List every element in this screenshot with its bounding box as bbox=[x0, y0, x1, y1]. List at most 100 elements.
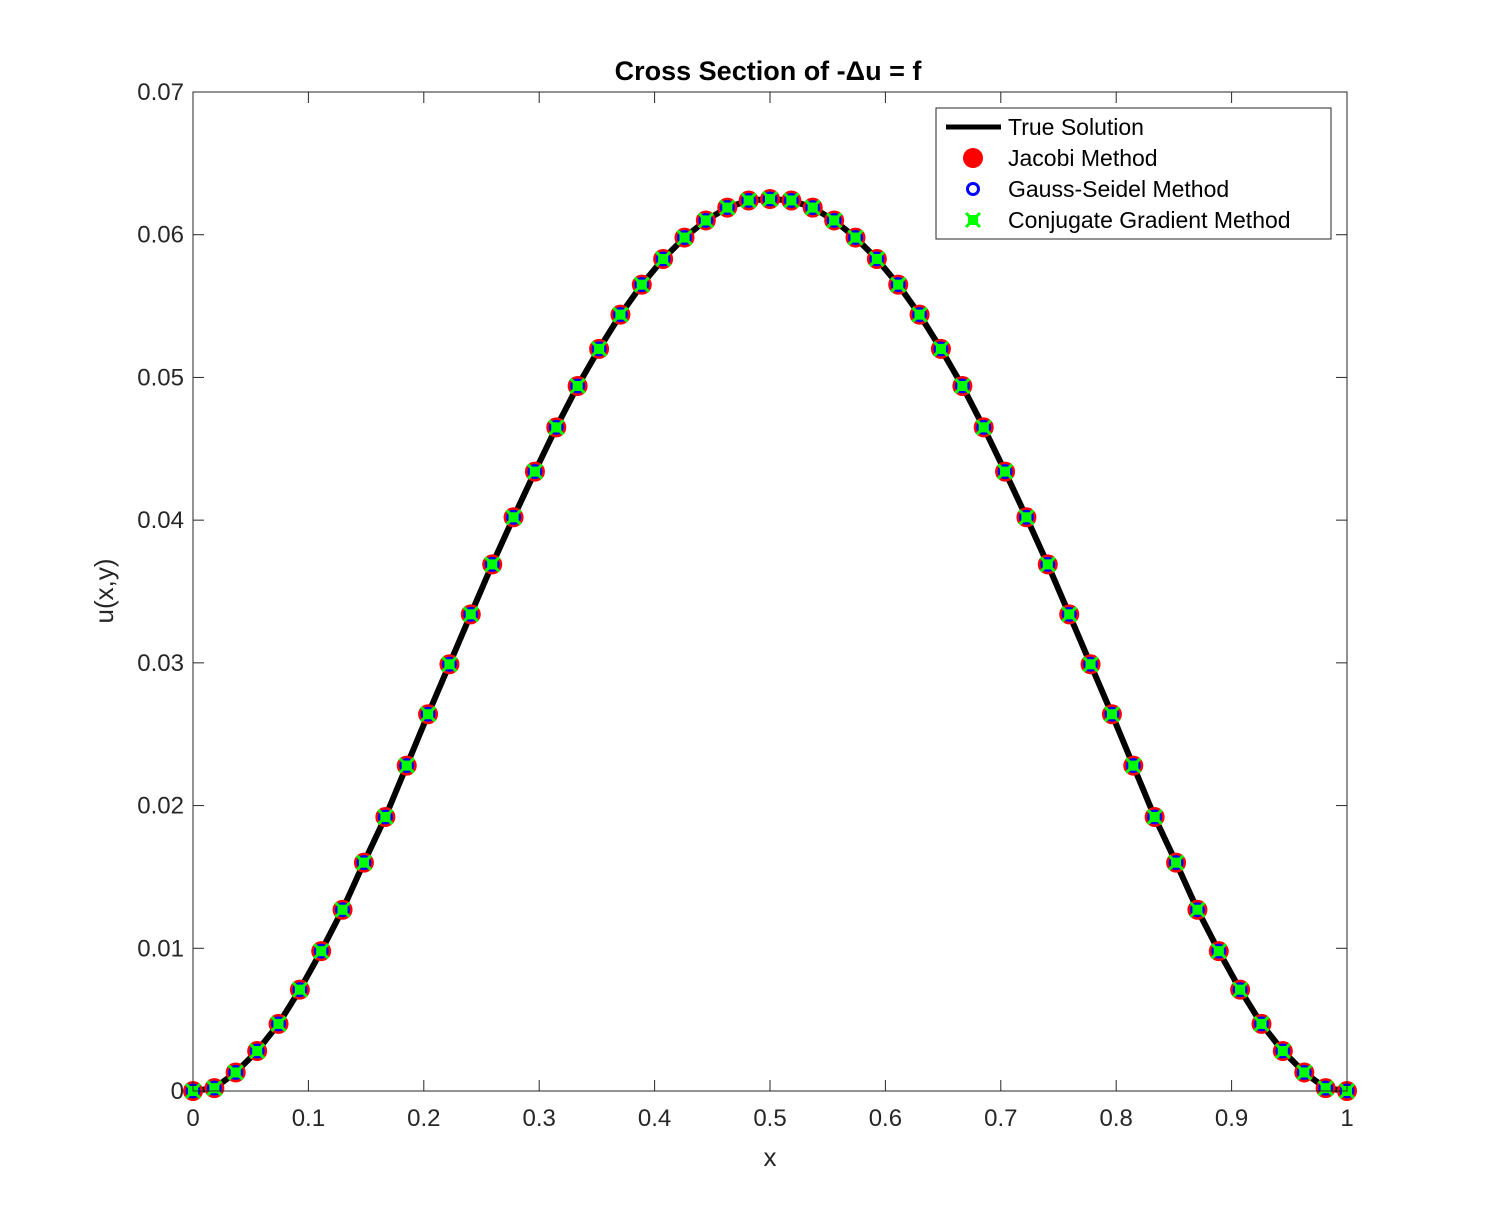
legend-label-conjugate-gradient: Conjugate Gradient Method bbox=[1008, 207, 1291, 233]
conjugate-gradient-point bbox=[1018, 509, 1035, 526]
gauss-seidel-point bbox=[762, 191, 778, 207]
x-tick-label: 0.5 bbox=[753, 1105, 786, 1132]
gauss-seidel-point bbox=[506, 509, 522, 525]
x-tick-label: 0.4 bbox=[638, 1105, 671, 1132]
gauss-seidel-point bbox=[377, 809, 393, 825]
x-tick-label: 0.7 bbox=[984, 1105, 1017, 1132]
gauss-seidel-point bbox=[1040, 556, 1056, 572]
x-tick-label: 0.2 bbox=[407, 1105, 440, 1132]
conjugate-gradient-point bbox=[355, 854, 372, 871]
gauss-seidel-point bbox=[484, 556, 500, 572]
legend-star-swatch bbox=[964, 211, 982, 229]
conjugate-gradient-point bbox=[783, 192, 800, 209]
conjugate-gradient-point bbox=[526, 463, 543, 480]
y-axis-label: u(x,y) bbox=[89, 559, 119, 624]
gauss-seidel-point bbox=[1061, 606, 1077, 622]
gauss-seidel-point bbox=[463, 606, 479, 622]
conjugate-gradient-point bbox=[847, 229, 864, 246]
conjugate-gradient-point bbox=[697, 212, 714, 229]
gauss-seidel-point bbox=[933, 341, 949, 357]
conjugate-gradient-point bbox=[505, 509, 522, 526]
plot-area bbox=[193, 92, 1347, 1091]
chart-title: Cross Section of -Δu = f bbox=[615, 56, 923, 86]
conjugate-gradient-point bbox=[954, 377, 971, 395]
gauss-seidel-point bbox=[997, 464, 1013, 480]
gauss-seidel-point bbox=[570, 378, 586, 394]
gauss-seidel-point bbox=[954, 378, 970, 394]
gauss-seidel-point bbox=[356, 855, 372, 871]
gauss-seidel-point bbox=[1318, 1080, 1334, 1096]
conjugate-gradient-point bbox=[398, 757, 415, 774]
gauss-seidel-point bbox=[527, 464, 543, 480]
gauss-seidel-point bbox=[719, 200, 735, 216]
y-tick-label: 0 bbox=[171, 1078, 184, 1105]
conjugate-gradient-point bbox=[890, 276, 907, 293]
gauss-seidel-point bbox=[612, 307, 628, 323]
gauss-seidel-point bbox=[292, 982, 308, 998]
gauss-seidel-point bbox=[869, 251, 885, 267]
conjugate-gradient-point bbox=[1232, 981, 1249, 998]
y-tick-label: 0.06 bbox=[137, 222, 184, 249]
conjugate-gradient-point bbox=[1061, 606, 1078, 623]
gauss-seidel-point bbox=[783, 192, 799, 208]
y-tick-label: 0.04 bbox=[137, 507, 184, 534]
gauss-seidel-point bbox=[1018, 509, 1034, 525]
conjugate-gradient-point bbox=[761, 190, 779, 208]
legend-label-jacobi: Jacobi Method bbox=[1008, 145, 1158, 171]
legend-box bbox=[935, 107, 1332, 240]
x-tick-label: 0.8 bbox=[1100, 1105, 1133, 1132]
gauss-seidel-point bbox=[1104, 706, 1120, 722]
gauss-seidel-point bbox=[399, 758, 415, 774]
gauss-seidel-point bbox=[634, 277, 650, 293]
conjugate-gradient-point bbox=[441, 656, 458, 673]
y-tick-labels: 0 0.01 0.02 0.03 0.04 0.05 0.06 0.07 bbox=[137, 79, 184, 1105]
conjugate-gradient-point bbox=[377, 808, 394, 826]
y-tick-label: 0.05 bbox=[137, 364, 184, 391]
conjugate-gradient-point bbox=[548, 419, 565, 436]
conjugate-gradient-point bbox=[462, 606, 479, 623]
gauss-seidel-point bbox=[741, 192, 757, 208]
conjugate-gradient-point bbox=[313, 943, 330, 960]
conjugate-gradient-point bbox=[270, 1015, 287, 1032]
legend-ring-swatch bbox=[966, 182, 980, 196]
conjugate-gradient-point bbox=[1317, 1080, 1334, 1097]
conjugate-gradient-point bbox=[334, 901, 351, 918]
legend: True Solution Jacobi Method Gauss-Seidel… bbox=[935, 107, 1332, 240]
conjugate-gradient-point bbox=[1125, 757, 1142, 774]
conjugate-gradient-point bbox=[1210, 943, 1227, 960]
legend-entry-true-solution: True Solution bbox=[946, 114, 1144, 140]
conjugate-gradient-point bbox=[676, 229, 693, 246]
gauss-seidel-point bbox=[1232, 982, 1248, 998]
gauss-seidel-point bbox=[1147, 809, 1163, 825]
conjugate-gradient-point bbox=[1168, 854, 1185, 871]
gauss-seidel-point bbox=[441, 656, 457, 672]
gauss-seidel-point bbox=[1211, 943, 1227, 959]
x-tick-label: 0.3 bbox=[523, 1105, 556, 1132]
gauss-seidel-point bbox=[228, 1064, 244, 1080]
conjugate-gradient-point bbox=[612, 306, 629, 323]
gauss-seidel-point bbox=[676, 230, 692, 246]
plot-frame bbox=[192, 91, 1348, 1092]
x-tick-label: 0.1 bbox=[292, 1105, 325, 1132]
legend-entry-conjugate-gradient: Conjugate Gradient Method bbox=[964, 207, 1291, 233]
gauss-seidel-point bbox=[976, 419, 992, 435]
conjugate-gradient-point bbox=[633, 276, 650, 293]
gauss-seidel-point bbox=[548, 419, 564, 435]
gauss-seidel-point bbox=[826, 212, 842, 228]
conjugate-gradient-point bbox=[655, 250, 672, 268]
gauss-seidel-point bbox=[1275, 1043, 1291, 1059]
conjugate-gradient-point bbox=[484, 556, 501, 573]
gauss-seidel-point bbox=[249, 1043, 265, 1059]
gauss-seidel-point bbox=[655, 251, 671, 267]
x-tick-labels: 0 0.1 0.2 0.3 0.4 0.5 0.6 0.7 0.8 0.9 1 bbox=[186, 1105, 1353, 1132]
legend-entry-gauss-seidel: Gauss-Seidel Method bbox=[966, 176, 1229, 202]
gauss-seidel-point bbox=[805, 200, 821, 216]
conjugate-gradient-point bbox=[1146, 808, 1163, 826]
x-tick-label: 1 bbox=[1340, 1105, 1353, 1132]
gauss-seidel-point bbox=[420, 706, 436, 722]
gauss-seidel-point bbox=[271, 1016, 287, 1032]
x-tick-label: 0 bbox=[186, 1105, 199, 1132]
conjugate-gradient-point bbox=[291, 981, 308, 998]
